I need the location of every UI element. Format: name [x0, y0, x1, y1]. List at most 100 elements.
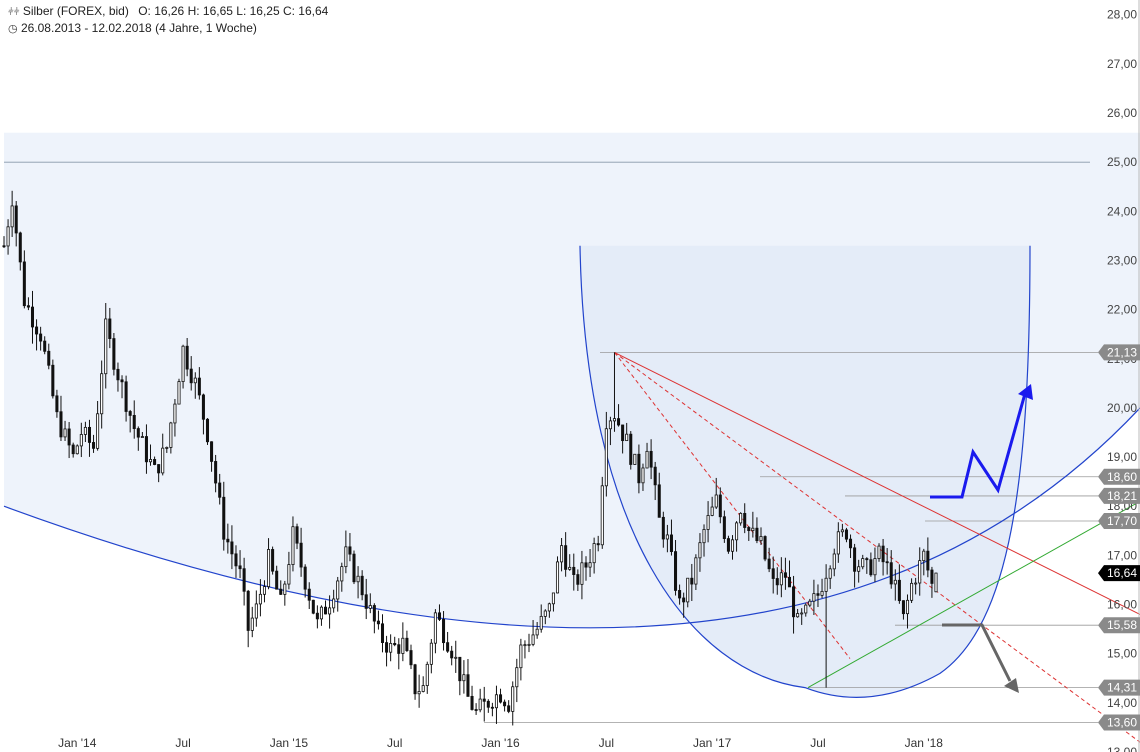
candle-body — [519, 644, 523, 669]
candle-body — [783, 572, 787, 578]
candle-body — [901, 600, 905, 615]
large-bowl-arc — [3, 407, 1140, 629]
candle-body — [503, 701, 507, 707]
candle-body — [336, 580, 340, 600]
candle-body — [511, 686, 515, 712]
candle-body — [332, 598, 336, 609]
candle-body — [910, 582, 914, 601]
candle-body — [836, 531, 840, 555]
candle-body — [816, 593, 820, 596]
candle-body — [319, 606, 323, 620]
candle-body — [380, 623, 385, 643]
candle-body — [234, 553, 238, 567]
level-label-box — [1098, 617, 1140, 634]
candle-body — [726, 538, 730, 552]
candle-body — [454, 656, 458, 659]
time-tick-label: Jul — [175, 736, 190, 750]
candle-body — [303, 566, 307, 590]
candle-body — [128, 411, 132, 416]
time-tick-label: Jan '14 — [58, 736, 97, 750]
candle-body — [372, 605, 376, 622]
red-dashed-trend-2 — [614, 352, 851, 659]
price-tick-label: 19,00 — [1107, 450, 1137, 464]
candle-body — [922, 550, 926, 562]
candle-body — [918, 560, 922, 584]
candle-body — [718, 494, 722, 518]
candle-body — [779, 572, 783, 586]
candle-body — [450, 650, 454, 659]
candle-body — [877, 545, 881, 559]
candle-body — [812, 593, 816, 602]
candle-body — [315, 612, 319, 620]
candle-body — [881, 545, 885, 563]
candle-body — [87, 426, 91, 443]
candle-body — [356, 575, 360, 583]
candle-body — [588, 562, 592, 568]
candle-body — [144, 436, 148, 463]
candle-body — [543, 610, 547, 617]
candle-body — [698, 542, 702, 559]
price-tick-label: 28,00 — [1107, 8, 1137, 22]
candle-body — [214, 461, 218, 484]
candle-body — [14, 205, 18, 234]
level-label-text: 17,70 — [1107, 514, 1137, 528]
candle-body — [104, 318, 108, 375]
candle-body — [714, 494, 718, 508]
candle-body — [661, 516, 665, 540]
chart-header-line2: ◷ 26.08.2013 - 12.02.2018 (4 Jahre, 1 Wo… — [8, 21, 257, 35]
candle-body — [555, 561, 560, 594]
candle-body — [165, 447, 169, 449]
candle-body — [889, 562, 893, 585]
price-tick-label: 16,00 — [1107, 598, 1137, 612]
candle-body — [828, 568, 832, 579]
candle-body — [706, 515, 710, 530]
candle-body — [389, 643, 393, 653]
candle-body — [682, 597, 686, 603]
candle-body — [694, 557, 698, 585]
candle-body — [580, 562, 584, 585]
candle-body — [307, 588, 311, 601]
candle-body — [405, 637, 409, 651]
level-label-text: 14,31 — [1107, 681, 1137, 695]
time-tick-label: Jan '17 — [693, 736, 732, 750]
candle-body — [230, 541, 234, 555]
candle-body — [767, 558, 771, 570]
candle-body — [702, 529, 706, 544]
candle-body — [10, 205, 14, 228]
candle-body — [205, 418, 210, 443]
bullish-arrowhead — [1018, 384, 1033, 400]
candle-body — [930, 569, 934, 584]
candle-body — [71, 444, 75, 455]
candle-body — [385, 642, 389, 653]
candle-body — [653, 466, 657, 486]
cup-arc — [579, 245, 1031, 698]
candle-body — [710, 506, 714, 516]
candle-body — [527, 643, 531, 646]
candle-body — [592, 543, 596, 564]
candle-body — [185, 345, 189, 370]
candle-body — [494, 694, 498, 709]
candle-body — [108, 318, 112, 339]
candle-body — [934, 572, 938, 593]
candle-body — [169, 422, 173, 448]
candle-body — [474, 709, 478, 711]
candle-body — [722, 516, 726, 539]
candle-body — [649, 450, 653, 468]
candle-body — [177, 381, 181, 405]
candle-body — [226, 538, 230, 543]
candle-body — [515, 667, 519, 688]
candle-body — [328, 607, 332, 615]
candle-body — [730, 539, 735, 552]
candle-body — [612, 418, 616, 422]
candle-body — [657, 484, 661, 518]
candle-body — [633, 453, 637, 465]
candle-body — [865, 558, 869, 561]
candle-body — [340, 566, 344, 582]
candle-body — [739, 512, 743, 524]
price-tick-label: 15,00 — [1107, 647, 1137, 661]
candle-body — [547, 603, 551, 612]
candle-body — [238, 565, 242, 570]
candle-body — [490, 706, 494, 709]
candle-body — [857, 566, 861, 572]
